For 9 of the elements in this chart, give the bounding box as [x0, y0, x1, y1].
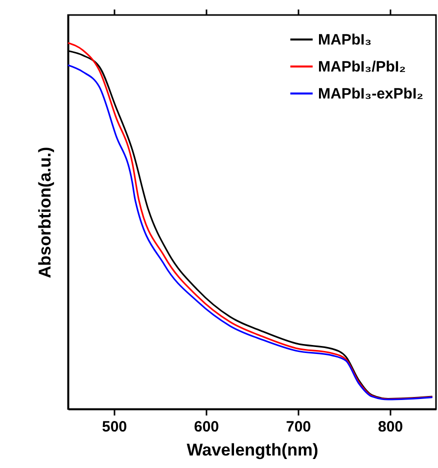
legend-label: MAPbI₃-exPbI₂	[318, 86, 424, 102]
legend-label: MAPbI₃	[318, 32, 372, 48]
legend-label: MAPbI₃/PbI₂	[318, 58, 406, 76]
x-axis-title: Wavelength(nm)	[186, 440, 318, 460]
x-tick-label: 500	[102, 418, 128, 436]
x-tick-label: 700	[286, 418, 312, 436]
x-tick-label: 800	[378, 418, 404, 436]
x-tick-label: 600	[194, 418, 220, 436]
y-axis-title: Absorbtion(a.u.)	[36, 146, 54, 278]
